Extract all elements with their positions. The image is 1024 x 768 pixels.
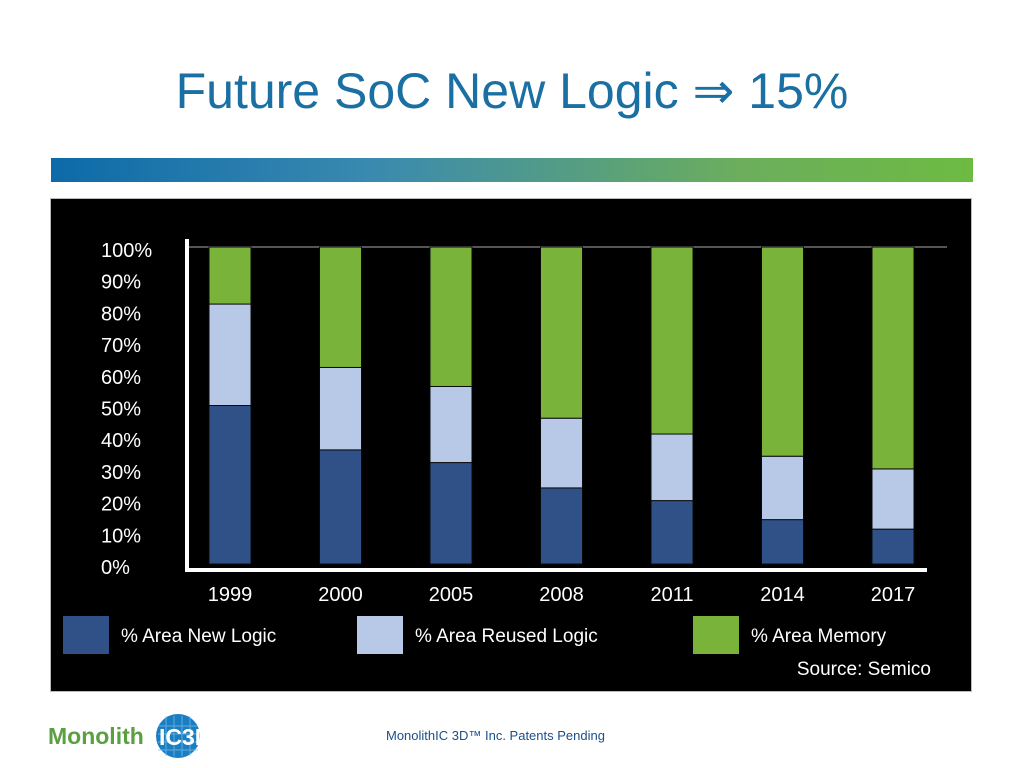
x-tick-label: 2000 [318,584,363,606]
stacked-bar-chart: 1999 2000 2005 2008 2011 2014 2017 0% 10% 20% 30% 4… [50,198,972,692]
x-tick-label: 1999 [208,584,253,606]
y-tick-label: 20% [101,494,141,516]
bar-segment-2008-s2 [540,246,583,419]
slide-title: Future SoC New Logic ⇒ 15% [175,63,849,119]
y-tick-label: 60% [101,367,141,389]
bar-segment-2017-s2 [871,246,915,470]
x-tick-label: 2011 [650,584,693,606]
bar-segment-2005-s0 [429,462,473,565]
y-tick-label: 30% [101,462,141,484]
x-tick-label: 2014 [760,584,805,606]
bar-segment-2000-s0 [319,449,362,565]
logo-box-text: IC3D [159,724,211,750]
footer-text: MonolithIC 3D™ Inc. Patents Pending [386,728,605,743]
bar-segment-2014-s2 [761,246,804,457]
y-tick-label: 40% [101,430,141,452]
bar-segment-2017-s0 [871,528,915,565]
bar-segment-2008-s1 [540,417,583,489]
legend-swatch-s2 [693,616,739,654]
logo-text: Monolith [48,723,144,749]
y-tick-label: 100% [101,240,152,262]
bar-segment-1999-s2 [208,246,252,305]
bar-segment-2011-s1 [650,433,694,502]
x-tick-label: 2005 [429,584,474,606]
legend-label-s0: % Area New Logic [121,626,276,647]
y-tick-label: 70% [101,335,141,357]
y-tick-label: 80% [101,303,141,325]
y-tick-label: 50% [101,399,141,421]
legend-swatch-s0 [63,616,109,654]
bar-segment-2000-s1 [319,366,362,451]
y-tick-label: 0% [101,557,130,579]
bar-segment-2011-s2 [650,246,694,435]
y-tick-label: 90% [101,272,141,294]
logo-chip-icon: IC3D [156,714,211,758]
bar-segment-1999-s0 [208,405,252,565]
y-tick-label: 10% [101,525,141,547]
bar-segment-2000-s2 [319,246,362,368]
bar-segment-2014-s1 [761,455,804,521]
bar-segment-2005-s2 [429,246,473,387]
x-tick-label: 2017 [871,584,916,606]
bar-segment-2008-s0 [540,487,583,565]
legend-label-s2: % Area Memory [751,626,887,647]
bar-segment-2014-s0 [761,519,804,565]
source-note: Source: Semico [797,659,931,680]
bar-segment-2005-s1 [429,385,473,464]
chart-canvas: 1999 2000 2005 2008 2011 2014 2017 0% 10% 20% 30% 4… [63,239,947,680]
legend-label-s1: % Area Reused Logic [415,626,598,647]
legend-swatch-s1 [357,616,403,654]
bar-segment-2011-s0 [650,500,694,565]
bar-segment-2017-s1 [871,468,915,530]
bar-segment-1999-s1 [208,303,252,406]
title-gradient-bar [51,158,973,182]
x-tick-label: 2008 [539,584,584,606]
monolithic3d-logo: Monolith IC3D [48,714,211,758]
